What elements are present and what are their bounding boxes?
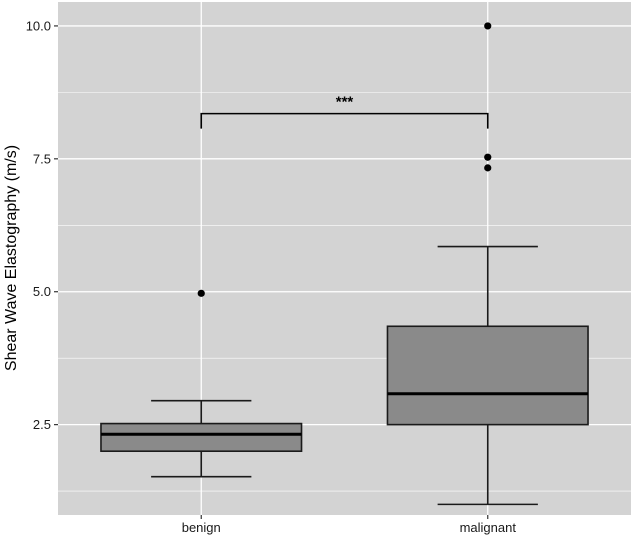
y-axis: 2.5 5.0 7.5 10.0 [26, 18, 58, 432]
y-axis-title: Shear Wave Elastography (m/s) [3, 145, 20, 371]
outlier-point [484, 22, 492, 30]
y-tick-label: 5.0 [33, 284, 51, 299]
significance-line [200, 112, 489, 129]
x-axis: benign malignant [182, 515, 517, 535]
box-malignant [386, 22, 589, 506]
y-tick-label: 2.5 [33, 417, 51, 432]
outlier-point [197, 289, 205, 297]
significance-bracket: *** [200, 94, 489, 129]
box-benign [100, 289, 303, 478]
x-tick-label: benign [182, 520, 221, 535]
iqr-box [100, 422, 303, 453]
outlier-point [484, 164, 492, 172]
significance-label: *** [336, 94, 354, 111]
box-marks [100, 22, 589, 506]
outlier-point [484, 153, 492, 161]
y-tick-label: 7.5 [33, 151, 51, 166]
y-tick-label: 10.0 [26, 18, 51, 33]
x-tick-label: malignant [460, 520, 517, 535]
iqr-box [386, 325, 589, 426]
